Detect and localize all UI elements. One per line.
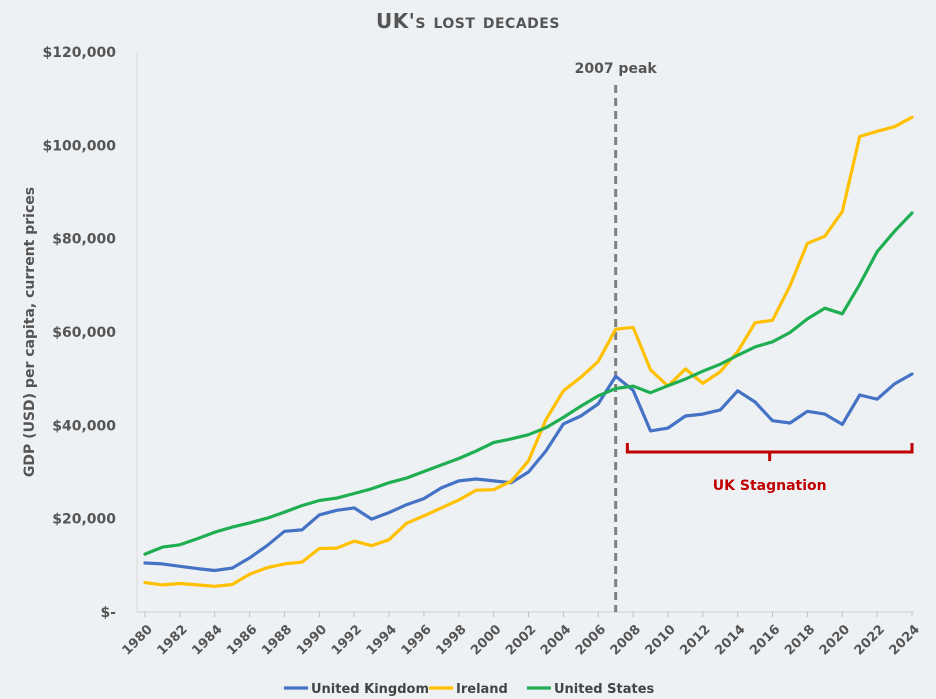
x-tick-label: 2016 [747,622,783,658]
y-tick-label: $120,000 [42,45,116,61]
y-tick-label: $60,000 [52,325,116,341]
series-lines [143,115,914,588]
stagnation-label: UK Stagnation [713,478,827,494]
x-tick-label: 2020 [817,622,853,658]
x-tick-label: 2010 [643,622,679,658]
x-tick-label: 2012 [677,622,713,658]
x-tick-label: 2022 [852,622,888,658]
x-tick-label: 2018 [782,622,818,658]
y-tick-label: $40,000 [52,418,116,434]
stagnation-brace [625,443,914,461]
y-tick-label: $20,000 [52,512,116,528]
x-tick-label: 2000 [468,622,504,658]
x-tick-label: 1998 [433,622,469,658]
legend-label: United Kingdom [311,682,429,697]
y-axis-label: GDP (USD) per capita, current prices [22,187,38,477]
legend: United Kingdom Ireland United States [284,682,655,697]
x-tick-label: 2024 [887,622,923,658]
x-tick-label: 1994 [364,622,400,658]
x-tick-label: 2006 [573,622,609,658]
legend-label: Ireland [456,682,508,697]
x-tick-label: 2014 [712,622,748,658]
x-tick-label: 2002 [503,622,539,658]
x-tick-label: 1986 [224,622,260,658]
x-tick-label: 1996 [399,622,435,658]
legend-label: United States [554,682,655,697]
y-tick-labels: $- $20,000 $40,000 $60,000 $80,000 $100,000 $1… [42,45,116,621]
x-tick-labels: 1980198219841986198819901992199419961998… [120,612,923,658]
x-tick-label: 1992 [329,622,365,658]
y-tick-label: $100,000 [42,138,116,154]
y-tick-label: $80,000 [52,232,116,248]
series-line-united-states [143,211,914,556]
x-tick-label: 2004 [538,622,574,658]
chart-title: UK's lost decades [376,9,560,33]
series-line-ireland [143,115,914,588]
series-line-united-kingdom [143,372,914,573]
peak-label: 2007 peak [575,61,658,77]
x-tick-label: 1980 [120,622,156,658]
x-tick-label: 1984 [189,622,225,658]
y-tick-label: $- [100,605,116,621]
x-tick-label: 2008 [608,622,644,658]
x-tick-label: 1982 [154,622,190,658]
x-tick-label: 1988 [259,622,295,658]
x-tick-label: 1990 [294,622,330,658]
